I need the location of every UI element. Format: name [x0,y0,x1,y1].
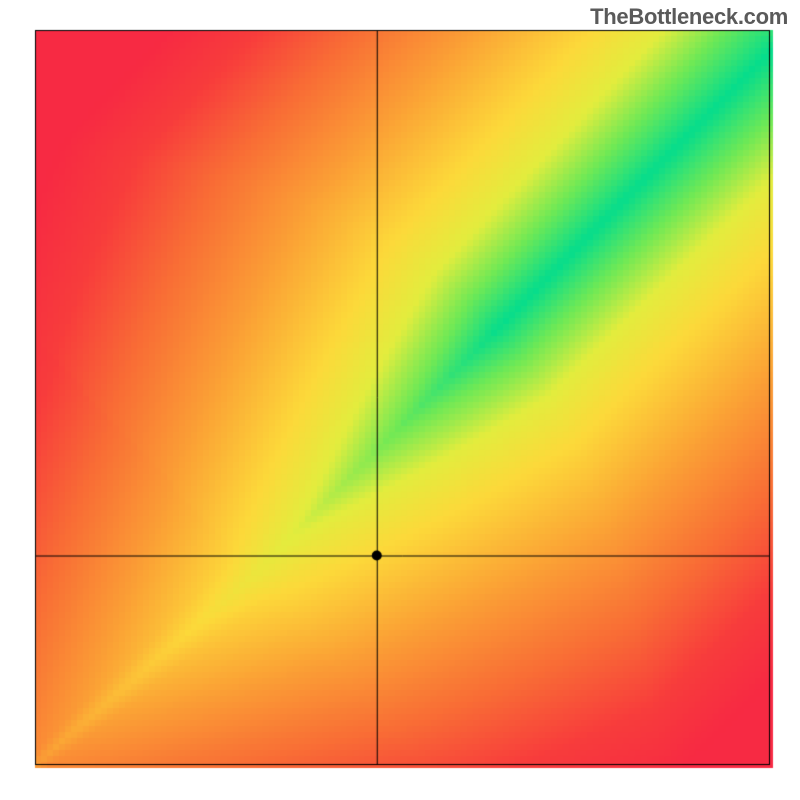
heatmap-canvas [0,0,800,800]
watermark-text: TheBottleneck.com [590,4,788,30]
heatmap-container: TheBottleneck.com [0,0,800,800]
